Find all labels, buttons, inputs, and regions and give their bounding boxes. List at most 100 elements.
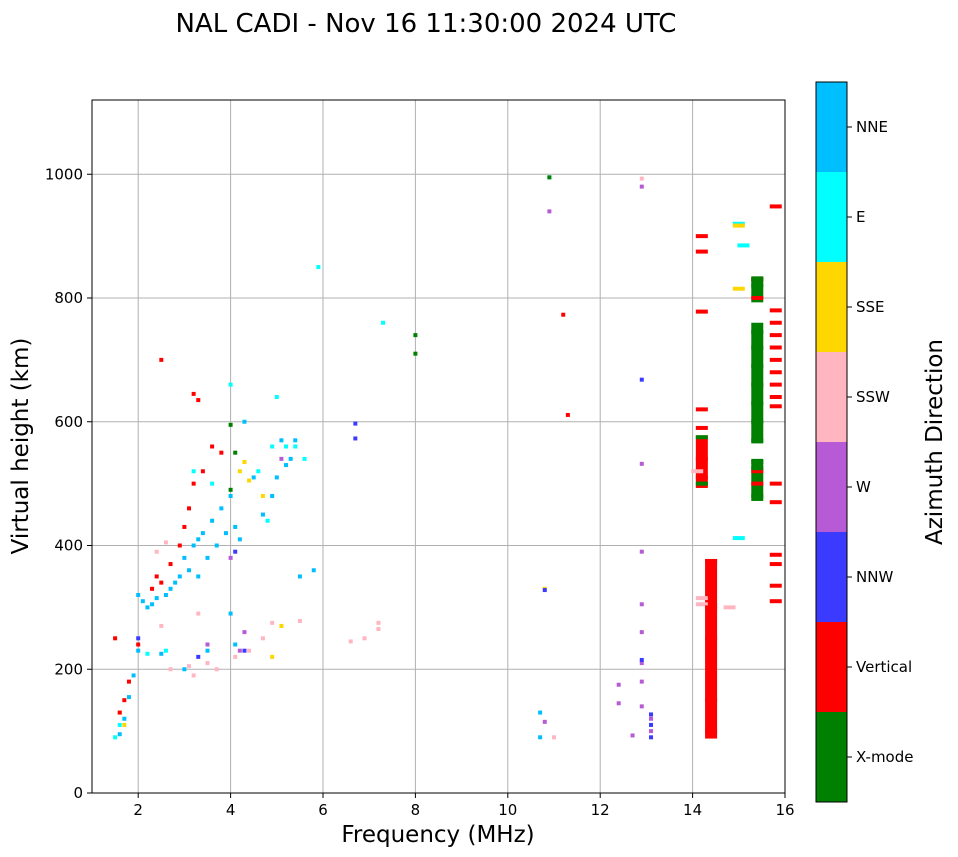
data-point-vertical: [182, 524, 187, 529]
data-point-w: [639, 630, 644, 635]
data-point-nne: [136, 648, 141, 653]
data-point-vertical: [695, 234, 708, 239]
data-point-x-mode: [695, 481, 708, 486]
data-point-w: [639, 549, 644, 554]
data-point-nne: [210, 518, 215, 523]
colorbar-segment-ssw: [816, 352, 847, 442]
data-point-w: [242, 630, 247, 635]
data-point-nne: [270, 494, 275, 498]
data-point-vertical: [769, 404, 782, 409]
data-point-nne: [122, 716, 127, 721]
data-point-nne: [159, 651, 164, 656]
data-point-x-mode: [751, 401, 764, 406]
data-point-vertical: [769, 382, 782, 387]
data-point-ssw: [163, 540, 168, 545]
x-tick-label: 14: [683, 801, 702, 819]
data-point-sse: [270, 654, 275, 659]
data-point-nne: [228, 611, 233, 616]
data-point-w: [616, 682, 621, 687]
data-point-nne: [196, 574, 201, 579]
data-point-x-mode: [751, 466, 764, 471]
data-point-nne: [242, 419, 247, 424]
x-tick-label: 2: [133, 801, 143, 819]
data-point-nne: [538, 735, 543, 740]
y-tick-label: 0: [73, 784, 83, 802]
data-point-sse: [247, 478, 252, 483]
data-point-sse: [237, 469, 242, 474]
data-point-nne: [145, 605, 150, 610]
data-point-nnw: [242, 648, 247, 653]
data-point-vertical: [769, 320, 782, 325]
data-point-nne: [205, 555, 210, 560]
data-point-vertical: [191, 391, 196, 396]
colorbar-segment-x-mode: [816, 712, 847, 802]
data-point-x-mode: [751, 494, 764, 498]
data-point-nne: [274, 475, 279, 480]
colorbar-segment-vertical: [816, 622, 847, 712]
data-point-ssw: [260, 636, 265, 641]
data-point-ssw: [348, 639, 353, 644]
data-point-nne: [233, 524, 238, 529]
data-point-nne: [168, 586, 173, 591]
data-point-vertical: [769, 481, 782, 486]
data-point-w: [279, 456, 284, 461]
data-point-nne: [223, 531, 228, 536]
data-point-vertical: [187, 506, 192, 511]
data-point-ssw: [695, 596, 708, 601]
data-point-x-mode: [751, 382, 764, 387]
data-point-vertical: [561, 312, 566, 317]
x-tick-label: 10: [498, 801, 517, 819]
data-point-e: [256, 469, 261, 474]
data-point-vertical: [159, 580, 164, 585]
data-column-vertical: [695, 435, 708, 488]
data-point-nne: [140, 599, 145, 604]
data-point-nnw: [136, 636, 141, 641]
data-point-x-mode: [751, 459, 764, 464]
data-point-vertical: [705, 698, 718, 703]
data-point-nnw: [639, 657, 644, 662]
data-point-vertical: [751, 481, 764, 486]
data-point-nne: [200, 531, 205, 536]
data-point-sse: [242, 459, 247, 464]
data-point-nnw: [649, 735, 654, 740]
colorbar-tick-label: NNE: [856, 118, 888, 136]
x-tick-label: 6: [318, 801, 328, 819]
data-point-vertical: [695, 309, 708, 314]
data-point-w: [639, 602, 644, 607]
data-point-vertical: [769, 370, 782, 375]
data-point-vertical: [695, 407, 708, 412]
data-point-w: [639, 461, 644, 466]
data-point-x-mode: [228, 422, 233, 427]
data-point-nne: [154, 596, 159, 601]
data-point-nne: [214, 543, 219, 548]
data-point-e: [270, 444, 275, 449]
data-point-nne: [196, 537, 201, 542]
data-point-x-mode: [233, 450, 238, 455]
data-point-vertical: [565, 412, 570, 417]
data-point-vertical: [769, 345, 782, 350]
data-point-vertical: [769, 552, 782, 557]
data-point-vertical: [751, 469, 764, 474]
data-point-w: [542, 719, 547, 724]
data-point-nne: [163, 593, 168, 597]
y-axis: 0 200 400 600 800 1000: [45, 165, 92, 802]
colorbar-tick-label: W: [856, 478, 871, 496]
plot-frame: [91, 99, 786, 794]
data-point-vertical: [769, 357, 782, 362]
data-point-x-mode: [413, 333, 418, 338]
data-point-ssw: [552, 735, 556, 740]
data-point-vertical: [705, 558, 718, 563]
data-point-nne: [288, 456, 293, 461]
data-point-nne: [191, 543, 196, 548]
colorbar-frame: [815, 81, 848, 803]
data-point-x-mode: [547, 175, 552, 180]
colorbar-segment-nne: [816, 82, 847, 172]
x-axis: 2 4 6 8 10 12 14 16: [133, 793, 795, 819]
data-point-ssw: [695, 602, 708, 607]
data-point-nne: [233, 642, 238, 647]
colorbar: X-mode Vertical NNW W SSW SSE E NNE: [815, 81, 913, 803]
data-point-e: [381, 320, 386, 325]
data-point-vertical: [695, 456, 708, 461]
data-point-w: [639, 704, 644, 709]
